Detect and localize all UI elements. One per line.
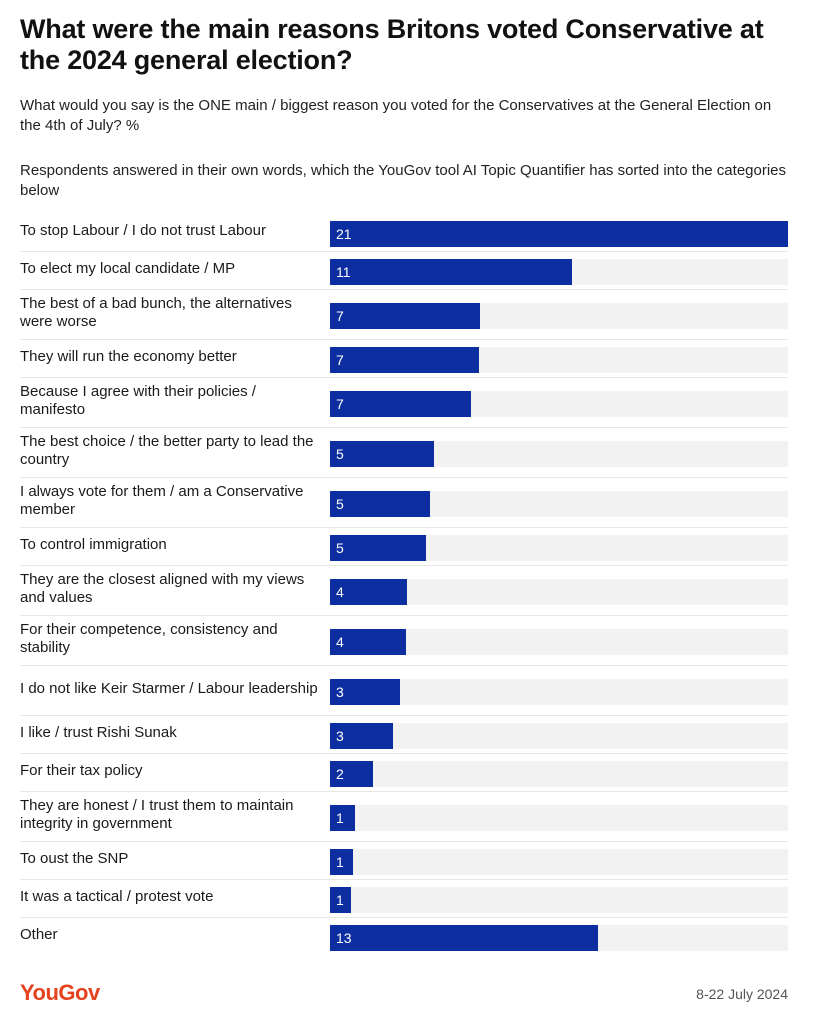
- bar-value-label: 3: [336, 728, 344, 744]
- bar-value-label: 5: [336, 496, 344, 512]
- row-divider: [20, 527, 788, 528]
- bar-track: 4: [330, 629, 788, 655]
- row-divider: [20, 477, 788, 478]
- row-divider: [20, 377, 788, 378]
- methodology-note: Respondents answered in their own words,…: [20, 162, 787, 199]
- category-label: I like / trust Rishi Sunak: [20, 724, 177, 741]
- bar: [330, 303, 480, 329]
- bar-value-label: 1: [336, 892, 344, 908]
- category-label: To stop Labour / I do not trust Labour: [20, 222, 266, 239]
- bar-track: 1: [330, 805, 788, 831]
- bar-value-label: 5: [336, 446, 344, 462]
- row-divider: [20, 427, 788, 428]
- bar: [330, 925, 598, 951]
- bar: [330, 761, 373, 787]
- category-label: For their competence, consistency and st…: [20, 621, 278, 656]
- bar-track: 5: [330, 441, 788, 467]
- fieldwork-date: 8-22 July 2024: [696, 986, 788, 1002]
- bar: [330, 259, 572, 285]
- row-divider: [20, 791, 788, 792]
- bar-value-label: 5: [336, 540, 344, 556]
- bar: [330, 441, 434, 467]
- row-divider: [20, 565, 788, 566]
- bar: [330, 221, 788, 247]
- row-divider: [20, 841, 788, 842]
- bar-value-label: 1: [336, 810, 344, 826]
- row-divider: [20, 879, 788, 880]
- bar: [330, 347, 479, 373]
- bar-value-label: 4: [336, 584, 344, 600]
- bar: [330, 805, 355, 831]
- row-divider: [20, 615, 788, 616]
- bar: [330, 579, 407, 605]
- category-label: The best choice / the better party to le…: [20, 433, 314, 468]
- category-label: They are honest / I trust them to mainta…: [20, 797, 294, 832]
- row-divider: [20, 917, 788, 918]
- category-label: To oust the SNP: [20, 850, 129, 867]
- bar: [330, 535, 426, 561]
- bar-track: 1: [330, 887, 788, 913]
- row-divider: [20, 665, 788, 666]
- row-divider: [20, 339, 788, 340]
- bar-value-label: 7: [336, 396, 344, 412]
- row-divider: [20, 715, 788, 716]
- category-label: To elect my local candidate / MP: [20, 260, 236, 277]
- bar-track: 5: [330, 535, 788, 561]
- category-label: Other: [20, 926, 58, 943]
- category-label: To control immigration: [20, 536, 167, 553]
- bar: [330, 887, 351, 913]
- bar-value-label: 4: [336, 634, 344, 650]
- bar-track: 3: [330, 723, 788, 749]
- bar-track: 21: [330, 221, 788, 247]
- row-divider: [20, 251, 788, 252]
- category-label: I always vote for them / am a Conservati…: [20, 483, 304, 518]
- category-label: The best of a bad bunch, the alternative…: [20, 295, 292, 330]
- bar-track: 1: [330, 849, 788, 875]
- category-label: They are the closest aligned with my vie…: [20, 571, 305, 606]
- bar: [330, 723, 393, 749]
- chart-title: What were the main reasons Britons voted…: [20, 14, 764, 75]
- bar-value-label: 11: [336, 264, 351, 280]
- category-label: For their tax policy: [20, 762, 143, 779]
- bar-track: 13: [330, 925, 788, 951]
- row-divider: [20, 753, 788, 754]
- bar: [330, 679, 400, 705]
- bar-track: 4: [330, 579, 788, 605]
- bar-value-label: 13: [336, 930, 352, 946]
- yougov-logo: YouGov: [20, 980, 100, 1005]
- bar: [330, 491, 430, 517]
- bar: [330, 391, 471, 417]
- bar: [330, 849, 353, 875]
- category-label: They will run the economy better: [20, 348, 237, 365]
- survey-question: What would you say is the ONE main / big…: [20, 97, 772, 134]
- bar-track: 3: [330, 679, 788, 705]
- bar-track: 11: [330, 259, 788, 285]
- bar-value-label: 2: [336, 766, 344, 782]
- bar-track: 5: [330, 491, 788, 517]
- bar-value-label: 7: [336, 352, 344, 368]
- bar-track: 7: [330, 303, 788, 329]
- bar-track: 2: [330, 761, 788, 787]
- bar-value-label: 21: [336, 226, 352, 242]
- bar-value-label: 7: [336, 308, 344, 324]
- category-label: I do not like Keir Starmer / Labour lead…: [20, 680, 318, 697]
- row-divider: [20, 289, 788, 290]
- bar-value-label: 1: [336, 854, 344, 870]
- category-label: It was a tactical / protest vote: [20, 888, 214, 905]
- bar-value-label: 3: [336, 684, 344, 700]
- bar-track: 7: [330, 391, 788, 417]
- category-label: Because I agree with their policies / ma…: [20, 383, 256, 418]
- bar: [330, 629, 406, 655]
- bar-track: 7: [330, 347, 788, 373]
